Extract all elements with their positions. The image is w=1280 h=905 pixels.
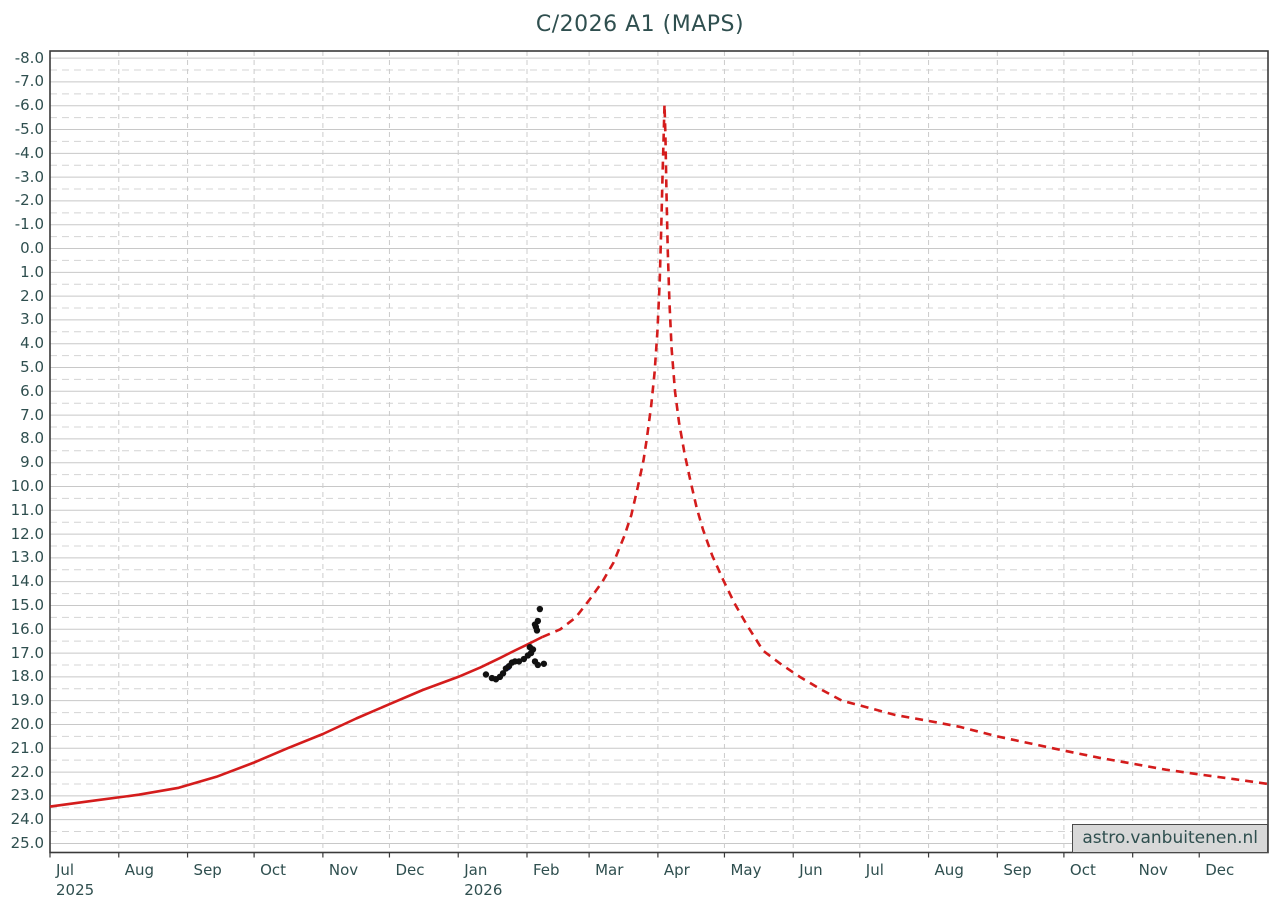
prediction-curve-dashed <box>541 103 1269 786</box>
y-tick-label: 25.0 <box>10 833 44 852</box>
x-month-label: Sep <box>193 860 222 879</box>
y-tick-label: 10.0 <box>10 476 44 495</box>
x-month-label: Apr <box>663 860 690 879</box>
y-tick-label: 24.0 <box>10 810 44 829</box>
y-tick-label: 8.0 <box>20 429 44 448</box>
x-month-label: Sep <box>1003 860 1032 879</box>
observation-point <box>533 627 541 634</box>
x-month-label: Oct <box>260 860 287 879</box>
observation-point <box>540 660 548 667</box>
y-tick-label: 21.0 <box>10 738 44 757</box>
y-tick-label: 3.0 <box>20 310 44 329</box>
x-year-label: 2025 <box>56 880 95 899</box>
y-tick-label: 11.0 <box>10 500 44 519</box>
observation-point <box>529 646 537 653</box>
observation-point <box>534 617 542 625</box>
x-month-label: Oct <box>1069 860 1096 879</box>
x-month-label: Feb <box>532 860 560 879</box>
y-tick-label: 5.0 <box>20 358 44 376</box>
x-month-label: Aug <box>124 860 155 879</box>
y-tick-label: 0.0 <box>20 239 44 258</box>
observation-point <box>536 605 544 613</box>
y-tick-label: -2.0 <box>14 191 44 210</box>
y-tick-label: 22.0 <box>10 762 44 781</box>
y-tick-label: 7.0 <box>20 405 44 424</box>
y-tick-label: 16.0 <box>10 619 44 638</box>
y-tick-label: -8.0 <box>14 48 44 67</box>
y-tick-label: -4.0 <box>14 143 44 162</box>
x-month-label: Mar <box>595 860 624 879</box>
x-month-label: Aug <box>934 860 964 879</box>
x-month-label: Nov <box>1138 860 1168 879</box>
x-month-label: Dec <box>1205 860 1235 879</box>
chart-title: C/2026 A1 (MAPS) <box>535 12 745 37</box>
y-tick-label: 15.0 <box>10 595 44 614</box>
watermark: astro.vanbuitenen.nl <box>1072 824 1268 853</box>
plot-area <box>49 50 1269 858</box>
y-tick-label: -1.0 <box>14 215 44 234</box>
x-month-label: Jul <box>56 860 75 879</box>
y-tick-label: 12.0 <box>10 524 44 543</box>
y-tick-label: 4.0 <box>20 334 44 353</box>
plot-border <box>49 50 1269 854</box>
prediction-curve-solid <box>49 635 544 808</box>
y-tick-label: -6.0 <box>14 96 44 115</box>
x-year-label: 2026 <box>464 880 503 899</box>
observation-point <box>499 670 507 677</box>
x-month-label: May <box>730 860 762 879</box>
y-tick-label: 23.0 <box>10 786 44 805</box>
y-tick-label: 17.0 <box>10 643 44 662</box>
y-tick-label: 9.0 <box>20 453 44 472</box>
x-month-label: Dec <box>395 860 425 879</box>
observation-point <box>482 671 490 678</box>
observation-point <box>534 661 542 669</box>
x-month-label: Jan <box>464 860 488 879</box>
y-tick-label: 14.0 <box>10 572 44 591</box>
y-tick-label: -5.0 <box>14 120 44 139</box>
y-tick-label: 2.0 <box>20 286 44 305</box>
y-tick-label: 20.0 <box>10 714 44 733</box>
y-tick-label: 13.0 <box>10 548 44 567</box>
y-tick-label: -7.0 <box>14 72 44 91</box>
y-tick-label: 18.0 <box>10 667 44 686</box>
x-month-label: Nov <box>328 860 359 879</box>
y-tick-label: -3.0 <box>14 167 44 186</box>
y-tick-label: 19.0 <box>10 691 44 710</box>
x-month-label: Jul <box>865 860 884 879</box>
observation-point <box>515 658 523 665</box>
y-tick-label: 1.0 <box>20 262 44 281</box>
y-tick-label: 6.0 <box>20 381 44 400</box>
x-month-label: Jun <box>799 860 823 879</box>
